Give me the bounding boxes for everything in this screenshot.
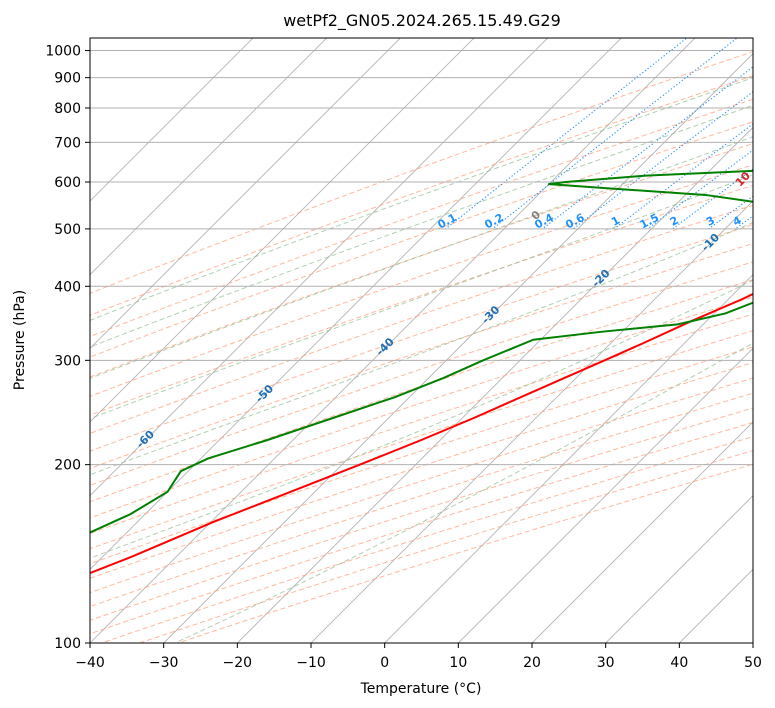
x-tick-label: 0 xyxy=(380,655,389,671)
isotherm-line xyxy=(90,38,696,643)
mixing-ratio-line xyxy=(734,215,753,230)
moist-adiabat-lines xyxy=(90,77,753,643)
x-tick-label: 40 xyxy=(670,655,688,671)
y-tick-label: 500 xyxy=(54,222,81,238)
isotherm-line xyxy=(90,38,328,276)
y-tick-label: 1000 xyxy=(45,44,81,60)
moist-adiabat-line xyxy=(90,104,753,348)
moist-adiabat-line xyxy=(90,174,753,420)
dry-adiabat-line xyxy=(99,436,753,643)
y-axis-label: Pressure (hPa) xyxy=(12,290,28,390)
dry-adiabat-line xyxy=(90,279,753,503)
isotherm-label: -50 xyxy=(253,382,276,405)
dry-adiabat-line xyxy=(90,51,753,294)
dry-adiabat-line xyxy=(90,75,753,316)
dry-adiabat-line xyxy=(90,242,753,470)
dry-adiabat-line xyxy=(90,184,753,416)
moist-adiabat-line xyxy=(90,279,753,559)
y-tick-label: 400 xyxy=(54,279,81,295)
profile-series xyxy=(90,169,753,575)
moist-adiabat-line xyxy=(90,221,753,476)
y-tick-label: 100 xyxy=(54,636,81,652)
plot-frame xyxy=(89,37,754,644)
isotherm-line xyxy=(384,274,753,643)
x-tick-label: −40 xyxy=(75,655,105,671)
isotherm-label: -10 xyxy=(699,231,722,254)
dry-adiabat-line xyxy=(90,392,753,608)
chart-title: wetPf2_GN05.2024.265.15.49.G29 xyxy=(283,11,561,31)
isotherm-line xyxy=(531,421,753,643)
isotherm-label: -70 xyxy=(17,470,40,493)
isotherm-line xyxy=(90,38,254,202)
isotherm-line xyxy=(90,38,401,349)
dry-adiabat-line xyxy=(90,224,753,452)
isotherm-line xyxy=(90,38,549,497)
y-tick-label: 600 xyxy=(54,175,81,191)
isotherm-line xyxy=(310,200,753,643)
dry-adiabat-lines xyxy=(90,51,753,643)
mixing-ratio-label: 3 xyxy=(704,214,717,229)
x-tick-label: 50 xyxy=(744,655,762,671)
mixing-ratio-line xyxy=(542,66,753,230)
x-axis-label: Temperature (°C) xyxy=(360,681,482,697)
dry-adiabat-line xyxy=(176,463,753,643)
dry-adiabat-line xyxy=(90,362,753,579)
dry-adiabat-line xyxy=(90,261,753,486)
mixing-ratio-line xyxy=(445,38,688,230)
mixing-ratio-label: 6 xyxy=(770,214,775,229)
dry-adiabat-line xyxy=(90,164,753,397)
mixing-ratio-label: 1 xyxy=(609,214,622,229)
pressure-grid xyxy=(90,50,753,643)
isotherm-line xyxy=(605,495,753,643)
mixing-ratio-label: 4 xyxy=(731,214,744,229)
x-axis-ticks: −40 −30 −20 −10 0 10 20 30 40 50 xyxy=(75,643,762,671)
isotherm-line xyxy=(90,38,475,423)
moist-adiabat-line xyxy=(90,136,753,379)
moist-adiabat-line xyxy=(90,77,753,321)
x-tick-label: −30 xyxy=(149,655,179,671)
isotherm-label: -40 xyxy=(374,335,397,358)
mixing-ratio-label: 2 xyxy=(668,214,681,229)
y-tick-label: 800 xyxy=(54,101,81,117)
x-tick-label: 10 xyxy=(449,655,467,671)
y-tick-label: 300 xyxy=(54,353,81,369)
isotherm-line xyxy=(236,126,753,643)
temperature-profile xyxy=(90,292,753,575)
line-labels: 0.10.20.40.611.52346810131620253036-100-… xyxy=(17,169,775,493)
dry-adiabat-line xyxy=(90,98,753,338)
x-tick-label: 30 xyxy=(597,655,615,671)
x-tick-label: −10 xyxy=(296,655,326,671)
dry-adiabat-line xyxy=(90,377,753,594)
y-tick-label: 900 xyxy=(54,71,81,87)
x-tick-label: 20 xyxy=(523,655,541,671)
dry-adiabat-line xyxy=(90,204,753,434)
x-tick-label: −20 xyxy=(223,655,253,671)
isotherm-line xyxy=(457,347,753,643)
isotherm-line xyxy=(90,38,622,570)
isotherm-line xyxy=(678,568,753,643)
y-tick-label: 700 xyxy=(54,135,81,151)
dry-adiabat-line xyxy=(90,121,753,358)
y-axis-ticks: 100 200 300 400 500 600 700 800 900 1000 xyxy=(45,44,90,652)
dewpoint-profile xyxy=(90,169,753,534)
mixing-ratio-line xyxy=(708,195,753,230)
isotherm-label: -60 xyxy=(134,427,157,450)
y-tick-label: 200 xyxy=(54,458,81,474)
